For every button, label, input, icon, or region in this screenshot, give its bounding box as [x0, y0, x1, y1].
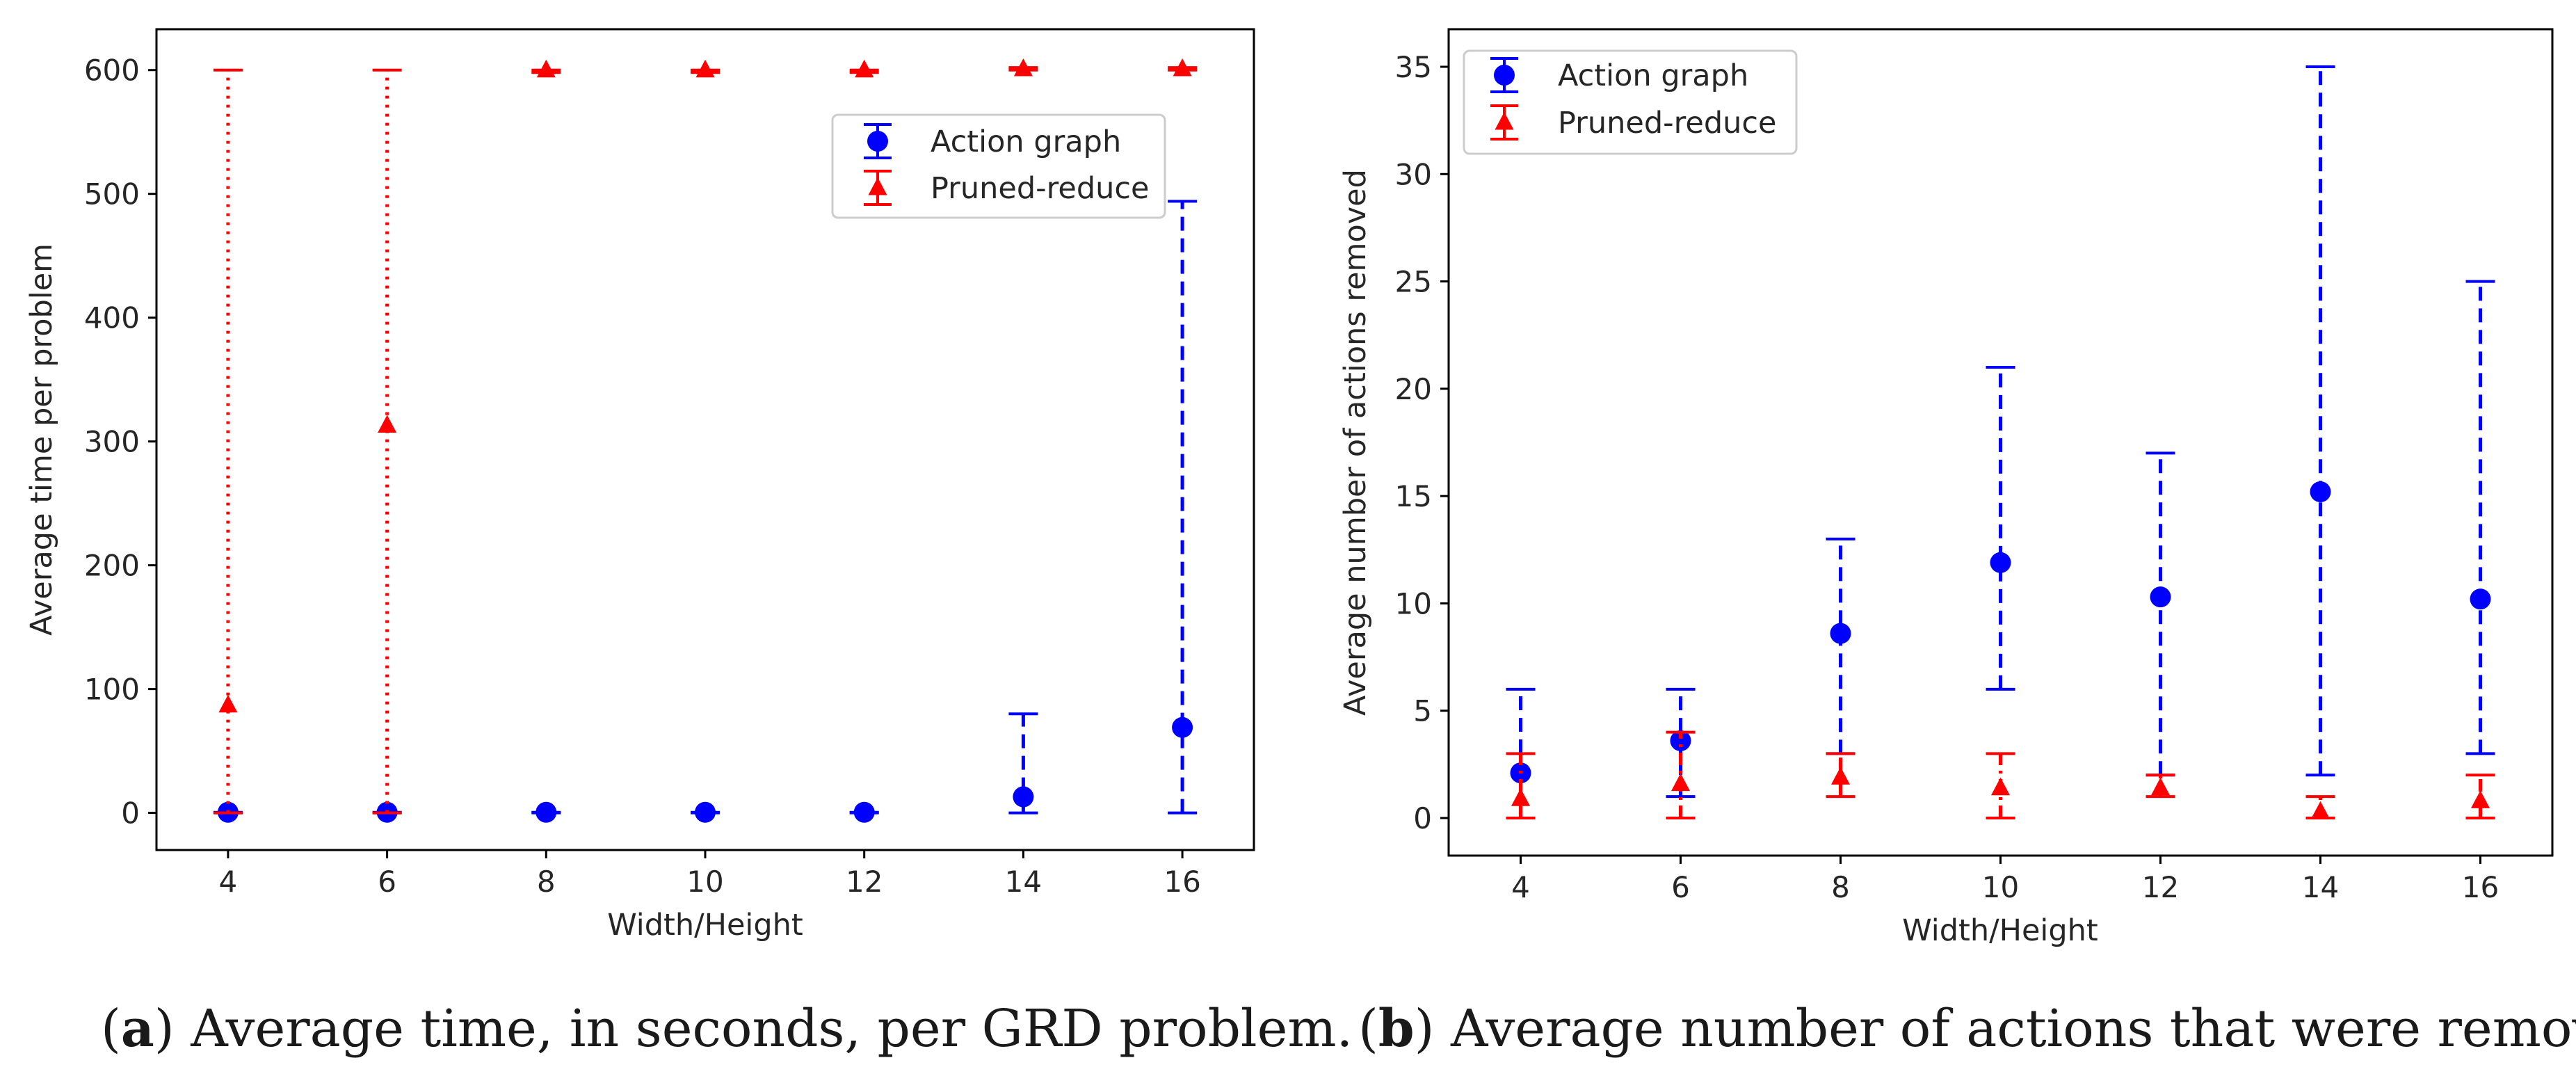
legend-label-action-graph: Action graph [931, 125, 1121, 159]
panel-b-caption: (b) Average number of actions that were … [1358, 999, 2576, 1059]
triangle-marker [1013, 58, 1033, 77]
y-tick-label: 15 [1395, 479, 1432, 513]
y-tick-label: 30 [1395, 157, 1432, 191]
panel-a-y-axis-label: Average time per problem [24, 243, 59, 636]
panel-b-legend: Action graph Pruned-reduce [1463, 49, 1798, 155]
triangle-marker [1173, 58, 1192, 77]
panel-a-time-chart: 4 6 8 10 12 14 16 0 100 200 300 400 500 600 Width/He… [24, 28, 1353, 1059]
circle-marker [2150, 586, 2171, 608]
triangle-marker [1831, 767, 1850, 785]
panel-b-legend-box [1463, 49, 1798, 155]
triangle-marker [2311, 801, 2330, 819]
panel-a-x-axis-label: Width/Height [607, 908, 803, 943]
panel-a-plot-frame [155, 28, 1255, 851]
legend-marker-triangle [864, 170, 892, 206]
y-tick-label: 25 [1395, 265, 1432, 299]
circle-marker [1172, 716, 1193, 738]
x-tick-label: 8 [1831, 870, 1850, 904]
circle-marker [2310, 481, 2331, 502]
triangle-marker [536, 59, 556, 78]
panel-b-caption-text: Average number of actions that were remo… [1450, 999, 2576, 1059]
x-tick-label: 10 [686, 865, 723, 899]
y-tick-label: 400 [84, 301, 140, 335]
y-tick-label: 200 [84, 549, 140, 583]
y-tick-label: 35 [1395, 50, 1432, 84]
circle-marker [1013, 786, 1034, 808]
panel-b-legend-entry-pruned-reduce: Pruned-reduce [1490, 104, 1776, 141]
legend-label-action-graph: Action graph [1558, 58, 1748, 93]
x-tick-label: 16 [1164, 865, 1200, 899]
legend-triangle-marker [1495, 112, 1514, 130]
circle-marker [1670, 730, 1691, 751]
panel-a-caption: (a) Average time, in seconds, per GRD pr… [101, 999, 1353, 1059]
circle-marker [536, 801, 557, 823]
y-tick-label: 500 [84, 177, 140, 211]
circle-marker [1830, 623, 1851, 644]
legend-triangle-marker [868, 177, 887, 195]
panel-a-caption-letter: a [121, 999, 154, 1059]
x-tick-label: 14 [1005, 865, 1042, 899]
panel-a-marks [213, 58, 1198, 823]
circle-marker [2470, 588, 2491, 610]
panel-a-legend-entry-action-graph: Action graph [864, 123, 1121, 159]
panel-a-caption-text: Average time, in seconds, per GRD proble… [190, 999, 1353, 1059]
series-pruned-reduce [1506, 730, 2495, 819]
y-tick-label: 10 [1395, 586, 1432, 620]
x-tick-label: 6 [1671, 870, 1690, 904]
y-tick-label: 100 [84, 673, 140, 707]
triangle-marker [218, 694, 238, 713]
panel-b-y-axis-label: Average number of actions removed [1338, 169, 1373, 716]
y-tick-label: 0 [1413, 801, 1432, 835]
triangle-marker [695, 59, 715, 78]
legend-label-pruned-reduce: Pruned-reduce [931, 171, 1149, 206]
triangle-marker [2471, 790, 2490, 808]
circle-marker [1990, 552, 2011, 573]
circle-marker [695, 801, 716, 823]
x-tick-label: 4 [1511, 870, 1530, 904]
legend-label-pruned-reduce: Pruned-reduce [1558, 106, 1776, 141]
triangle-marker [1671, 773, 1690, 792]
series-pruned-reduce [213, 58, 1198, 815]
panel-a-legend: Action graph Pruned-reduce [831, 113, 1166, 219]
panel-b-caption-letter: b [1378, 999, 1415, 1059]
legend-circle-marker [867, 131, 888, 152]
triangle-marker [1991, 777, 2010, 796]
series-action-graph [213, 200, 1198, 823]
x-tick-label: 12 [846, 865, 883, 899]
panel-b-marks [1506, 65, 2495, 819]
triangle-marker [1511, 788, 1530, 806]
x-tick-label: 14 [2302, 870, 2339, 904]
x-tick-label: 4 [219, 865, 238, 899]
panel-b-plot-frame [1447, 28, 2554, 857]
y-tick-label: 5 [1413, 694, 1432, 728]
panel-a-x-ticks: 4 6 8 10 12 14 16 [219, 850, 1201, 899]
y-tick-label: 0 [121, 796, 140, 831]
y-tick-label: 600 [84, 54, 140, 88]
x-tick-label: 12 [2142, 870, 2179, 904]
x-tick-label: 6 [378, 865, 396, 899]
panel-b-y-ticks: 0 5 10 15 20 25 30 35 [1395, 50, 1449, 835]
panel-a-legend-box [831, 113, 1166, 219]
legend-circle-marker [1494, 65, 1515, 86]
x-tick-label: 8 [537, 865, 556, 899]
legend-marker-circle [1490, 57, 1518, 93]
legend-marker-triangle [1490, 104, 1518, 141]
triangle-marker [2151, 777, 2170, 796]
triangle-marker [855, 59, 874, 78]
legend-marker-circle [864, 123, 892, 159]
x-tick-label: 10 [1982, 870, 2019, 904]
panel-b-legend-entry-action-graph: Action graph [1490, 57, 1748, 93]
panel-a-y-ticks: 0 100 200 300 400 500 600 [84, 54, 156, 831]
x-tick-label: 16 [2462, 870, 2499, 904]
panel-b-x-axis-label: Width/Height [1902, 913, 2098, 948]
panel-a-legend-entry-pruned-reduce: Pruned-reduce [864, 170, 1149, 206]
y-tick-label: 20 [1395, 372, 1432, 406]
series-action-graph [1506, 65, 2495, 819]
triangle-marker [378, 415, 397, 433]
panel-b-x-ticks: 4 6 8 10 12 14 16 [1511, 856, 2499, 904]
circle-marker [853, 801, 875, 823]
y-tick-label: 300 [84, 425, 140, 459]
